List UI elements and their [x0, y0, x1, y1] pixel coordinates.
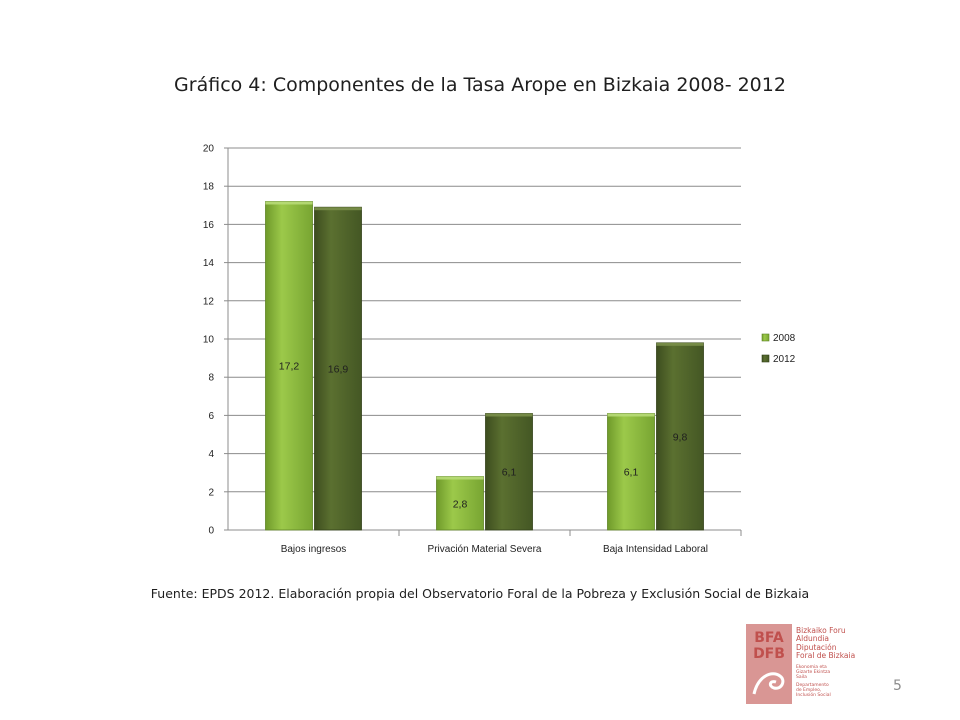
logo-mark-line-1: BFA	[754, 630, 784, 646]
bar-2008-1	[265, 201, 313, 531]
y-tick-label: 6	[208, 411, 214, 422]
y-tick-label: 2	[208, 487, 214, 498]
bar-top-bevel	[436, 476, 484, 480]
bar-top-bevel	[656, 342, 704, 346]
bar-top-bevel	[485, 413, 533, 417]
data-labels: 17,2 16,9 2,8 6,1 6,1 9,8	[279, 361, 688, 511]
data-label-2008-1: 17,2	[279, 361, 300, 373]
legend-label-2012: 2012	[773, 354, 796, 365]
logo-org-line-1: Bizkaiko Foru	[796, 626, 846, 635]
page-number: 5	[893, 678, 902, 694]
y-axis-ticks: 0 2 4 6 8 10 12 14 16 18 20	[203, 144, 215, 537]
x-axis-categories: Bajos ingresos Privación Material Severa B…	[281, 544, 708, 555]
data-label-2012-1: 16,9	[328, 364, 349, 376]
bar-2008-2	[436, 476, 484, 531]
legend-label-2008: 2008	[773, 333, 796, 344]
bar-2012-2	[485, 413, 533, 531]
bar-2008-3	[607, 413, 655, 531]
logo-org-line-2: Aldundia	[796, 634, 829, 643]
bar-top-bevel	[607, 413, 655, 417]
data-label-2012-3: 9,8	[673, 431, 688, 443]
x-category-label: Bajos ingresos	[281, 544, 347, 555]
bar-2012-1	[314, 206, 362, 531]
logo-dept-line-4: Departamento	[796, 682, 829, 688]
bar-top-bevel	[314, 207, 362, 211]
x-category-label: Baja Intensidad Laboral	[603, 544, 708, 555]
legend: 2008 2012	[761, 333, 796, 365]
y-tick-label: 10	[203, 335, 215, 346]
legend-swatch-2008	[761, 333, 770, 342]
data-label-2008-2: 2,8	[453, 498, 468, 510]
logo-dept-line-3: Saila	[796, 674, 807, 680]
legend-swatch-2012	[761, 354, 770, 363]
bar-chart: 0 2 4 6 8 10 12 14 16 18 20 17,2 16,9 2,8 6,1 6,1 9,8 B…	[203, 144, 796, 556]
bars	[265, 201, 704, 531]
bar-2012-3	[656, 342, 704, 531]
source-note: Fuente: EPDS 2012. Elaboración propia de…	[150, 586, 810, 601]
y-tick-label: 0	[208, 526, 214, 537]
logo-emblem-icon	[752, 672, 785, 695]
logo-org-line-3: Diputación	[796, 643, 837, 652]
slide-title: Gráfico 4: Componentes de la Tasa Arope …	[174, 74, 786, 96]
bar-top-bevel	[265, 201, 313, 205]
y-tick-label: 4	[208, 449, 214, 460]
logo-dept-line-1: Ekonomia eta	[796, 664, 827, 670]
logo-dept-line-2: Gizarte Ekintza	[796, 669, 830, 675]
y-tick-label: 8	[208, 373, 214, 384]
x-category-label: Privación Material Severa	[428, 544, 542, 555]
data-label-2008-3: 6,1	[624, 467, 639, 479]
data-label-2012-2: 6,1	[502, 467, 517, 479]
gridlines	[224, 147, 742, 536]
logo-org-line-4: Foral de Bizkaia	[796, 651, 855, 660]
logo-mark-line-2: DFB	[753, 646, 785, 662]
logo-dept-line-5: de Empleo,	[796, 687, 821, 693]
y-tick-label: 16	[203, 220, 215, 231]
bfa-dfb-logo: BFA DFB Bizkaiko Foru Aldundia Diputació…	[746, 624, 855, 704]
y-tick-label: 18	[203, 182, 215, 193]
y-tick-label: 20	[203, 144, 215, 155]
logo-dept-line-6: Inclusión Social	[796, 691, 831, 698]
y-tick-label: 14	[203, 258, 215, 269]
y-tick-label: 12	[203, 296, 215, 307]
